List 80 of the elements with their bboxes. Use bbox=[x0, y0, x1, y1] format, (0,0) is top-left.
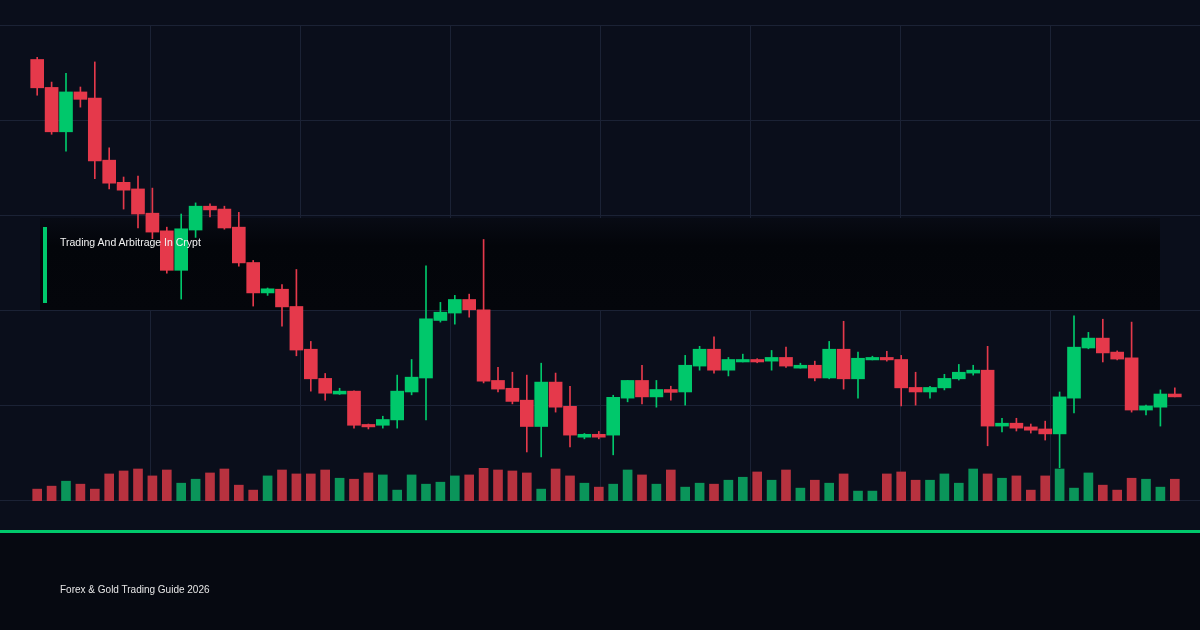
bar bbox=[89, 488, 100, 501]
bar bbox=[32, 488, 43, 501]
bar bbox=[982, 473, 993, 501]
bar bbox=[1083, 472, 1094, 501]
bar bbox=[766, 479, 777, 501]
bar bbox=[1155, 486, 1166, 501]
bar bbox=[104, 473, 115, 501]
bar bbox=[61, 480, 71, 501]
bar bbox=[637, 474, 647, 501]
bar bbox=[579, 482, 590, 501]
bar bbox=[1025, 489, 1036, 501]
bar bbox=[46, 485, 57, 501]
bar bbox=[277, 469, 287, 501]
bar bbox=[291, 473, 302, 501]
bar bbox=[737, 476, 748, 501]
bar bbox=[349, 478, 359, 501]
bar bbox=[824, 482, 835, 501]
bar bbox=[565, 475, 575, 501]
bar bbox=[1141, 478, 1151, 501]
bar bbox=[953, 482, 964, 501]
bar bbox=[190, 478, 201, 501]
bar bbox=[881, 473, 892, 501]
bar bbox=[1054, 468, 1065, 501]
bar bbox=[1040, 475, 1051, 501]
bar bbox=[853, 490, 863, 501]
bar bbox=[118, 470, 129, 501]
bar bbox=[1097, 484, 1108, 501]
bar bbox=[1169, 478, 1180, 501]
bar bbox=[608, 483, 619, 501]
bar bbox=[593, 486, 604, 501]
bar bbox=[694, 482, 705, 501]
bar bbox=[161, 469, 172, 501]
bar bbox=[449, 475, 460, 501]
bar bbox=[406, 474, 417, 501]
bar bbox=[723, 479, 734, 501]
bar bbox=[665, 469, 676, 501]
text: Forex & Gold Trading Guide 2026 bbox=[60, 584, 210, 596]
bar bbox=[176, 482, 187, 501]
bar bbox=[262, 475, 273, 501]
bar bbox=[680, 486, 691, 501]
bar bbox=[939, 473, 950, 501]
bar bbox=[997, 477, 1007, 501]
bar bbox=[968, 468, 979, 501]
bar bbox=[1112, 489, 1123, 501]
bar bbox=[925, 479, 935, 501]
bar bbox=[507, 470, 518, 501]
bar bbox=[478, 468, 489, 501]
bar bbox=[363, 472, 374, 501]
bar bbox=[838, 473, 849, 501]
bar bbox=[147, 475, 158, 501]
bar bbox=[1069, 487, 1079, 501]
bar bbox=[219, 468, 230, 501]
bar bbox=[334, 477, 345, 501]
bar bbox=[1011, 475, 1022, 501]
candlestick bbox=[663, 385, 678, 401]
bar bbox=[320, 469, 331, 501]
bar bbox=[248, 489, 259, 501]
bar bbox=[809, 479, 820, 501]
bar bbox=[867, 490, 878, 501]
bar bbox=[305, 473, 316, 501]
bar bbox=[536, 488, 547, 501]
bar bbox=[795, 487, 806, 501]
bar bbox=[392, 489, 403, 501]
bar bbox=[550, 468, 561, 501]
bar bbox=[233, 484, 244, 501]
bar bbox=[75, 483, 86, 501]
bar bbox=[1126, 477, 1137, 501]
bar bbox=[709, 483, 719, 501]
bar bbox=[464, 474, 475, 501]
bar bbox=[521, 472, 532, 501]
bar bbox=[493, 469, 503, 501]
bar bbox=[205, 472, 215, 501]
bar bbox=[421, 483, 431, 501]
bar bbox=[622, 469, 633, 501]
bar bbox=[133, 468, 143, 501]
bar bbox=[651, 483, 662, 501]
bar bbox=[377, 474, 388, 501]
bar bbox=[435, 481, 446, 501]
bar bbox=[781, 469, 791, 501]
bar bbox=[910, 479, 921, 501]
